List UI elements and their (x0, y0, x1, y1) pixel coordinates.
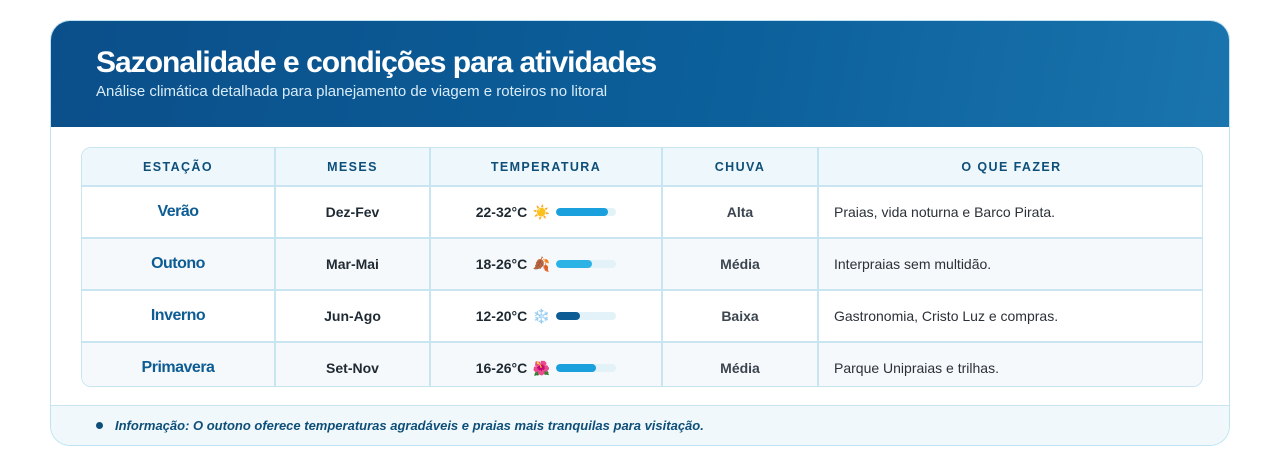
snowflake-icon: ❄️ (532, 307, 550, 324)
temperature-bar (556, 312, 617, 320)
column-header-activities: O QUE FAZER (818, 148, 1202, 187)
info-note: Informação: O outono oferece temperatura… (115, 418, 704, 433)
rain-level: Média (662, 342, 819, 386)
temperature-range: 16-26°C (475, 360, 528, 376)
info-footer: Informação: O outono oferece temperatura… (51, 405, 1229, 445)
season-months: Dez-Fev (275, 186, 431, 239)
sun-icon: ☀️ (532, 203, 550, 220)
temperature-bar-fill (556, 364, 596, 372)
temperature-cell: 18-26°C 🍂 (430, 238, 663, 291)
activity-description: Gastronomia, Cristo Luz e compras. (818, 290, 1202, 343)
temperature-bar (556, 208, 617, 216)
season-months: Jun-Ago (275, 290, 431, 343)
page-title: Sazonalidade e condições para atividades (96, 46, 657, 79)
page-subtitle: Análise climática detalhada para planeja… (96, 83, 608, 100)
temperature-range: 22-32°C (475, 204, 528, 220)
table-row: Primavera Set-Nov 16-26°C 🌺 Média Parque Unip… (82, 342, 1202, 386)
temperature-bar (556, 260, 617, 268)
season-table-wrapper: ESTAÇÃO MESES TEMPERATURA CHUVA O QUE FA… (81, 147, 1203, 387)
activity-description: Interpraias sem multidão. (818, 238, 1202, 291)
hibiscus-icon: 🌺 (532, 359, 550, 376)
table-row: Inverno Jun-Ago 12-20°C ❄️ Baixa Gastronomia,… (82, 290, 1202, 343)
activity-description: Praias, vida noturna e Barco Pirata. (818, 186, 1202, 239)
table-row: Verão Dez-Fev 22-32°C ☀️ Alta Praias, vida no… (82, 186, 1202, 239)
season-months: Set-Nov (275, 342, 431, 386)
table-row: Outono Mar-Mai 18-26°C 🍂 Média Interpraias se… (82, 238, 1202, 291)
temperature-cell: 22-32°C ☀️ (430, 186, 663, 239)
temperature-bar-fill (556, 260, 593, 268)
season-name: Primavera (82, 342, 276, 386)
column-header-rain: CHUVA (662, 148, 819, 187)
table-header-row: ESTAÇÃO MESES TEMPERATURA CHUVA O QUE FA… (82, 148, 1202, 187)
temperature-cell: 16-26°C 🌺 (430, 342, 663, 386)
rain-level: Alta (662, 186, 819, 239)
temperature-bar-fill (556, 208, 609, 216)
column-header-months: MESES (275, 148, 431, 187)
season-table: ESTAÇÃO MESES TEMPERATURA CHUVA O QUE FA… (82, 148, 1202, 386)
temperature-cell: 12-20°C ❄️ (430, 290, 663, 343)
rain-level: Média (662, 238, 819, 291)
fallen-leaf-icon: 🍂 (532, 255, 550, 272)
season-name: Verão (82, 186, 276, 239)
season-name: Outono (82, 238, 276, 291)
rain-level: Baixa (662, 290, 819, 343)
seasonality-card: Sazonalidade e condições para atividades… (50, 20, 1230, 446)
column-header-temperature: TEMPERATURA (430, 148, 663, 187)
activity-description: Parque Unipraias e trilhas. (818, 342, 1202, 386)
season-name: Inverno (82, 290, 276, 343)
card-header: Sazonalidade e condições para atividades… (51, 21, 1229, 127)
temperature-range: 18-26°C (475, 256, 528, 272)
season-months: Mar-Mai (275, 238, 431, 291)
temperature-bar (556, 364, 617, 372)
temperature-range: 12-20°C (475, 308, 528, 324)
column-header-season: ESTAÇÃO (82, 148, 276, 187)
temperature-bar-fill (556, 312, 581, 320)
bullet-icon (96, 422, 103, 429)
